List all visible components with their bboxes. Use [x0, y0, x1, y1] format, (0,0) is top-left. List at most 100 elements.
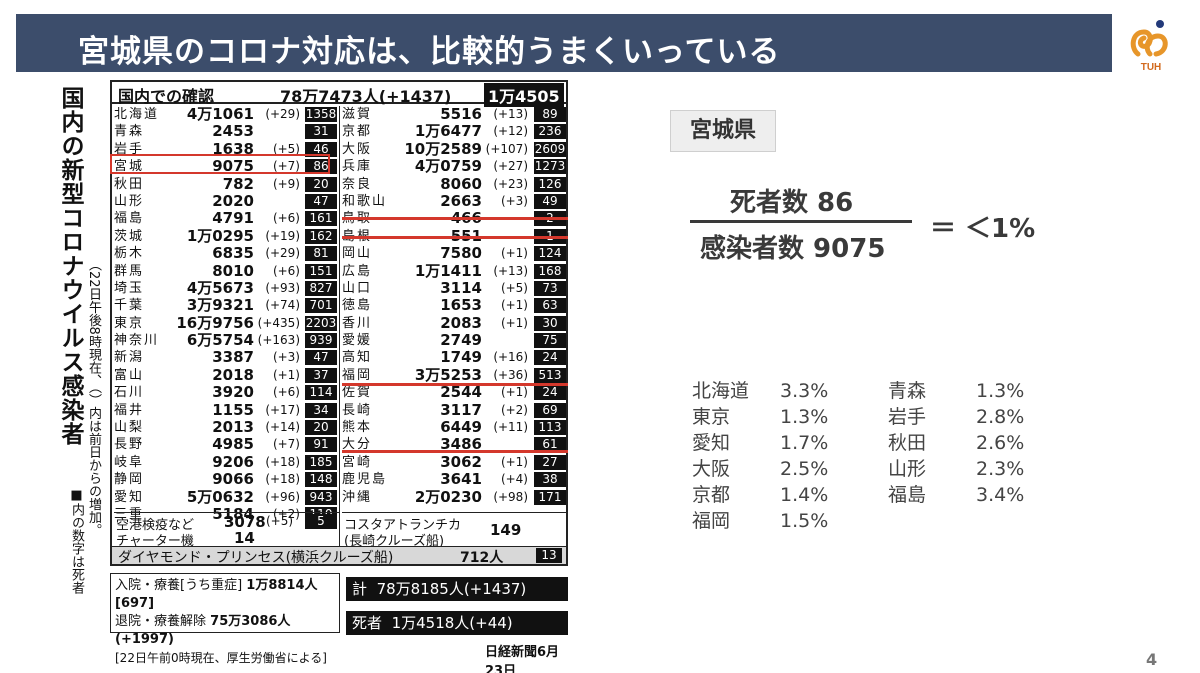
case-increase: (+435) — [257, 315, 300, 330]
death-count: 27 — [534, 454, 566, 470]
case-increase: (+6) — [272, 263, 300, 278]
case-count: 782 — [222, 174, 254, 193]
case-count: 5万0632 — [186, 487, 254, 506]
discharged-label: 退院・療養解除 — [115, 614, 207, 629]
airport-quarantine-row: 空港検疫など 3078 (+5) 5 チャーター機 14 — [114, 512, 340, 549]
death-count: 151 — [305, 263, 337, 279]
prefecture-name: 秋田 — [114, 176, 145, 192]
tuh-logo-mark-icon — [1130, 20, 1168, 57]
death-count: 37 — [305, 367, 337, 383]
case-count: 16万9756 — [176, 313, 254, 332]
case-count: 1653 — [440, 296, 482, 315]
prefecture-row: 富山 2018 (+1) 37 — [114, 365, 339, 384]
case-count: 3117 — [440, 400, 482, 419]
death-count: 2203 — [305, 315, 337, 331]
prefecture-row: 北海道 4万1061 (+29) 1358 — [114, 105, 339, 123]
death-count: 943 — [305, 489, 337, 505]
costa-cases: 149 — [490, 521, 522, 539]
prefecture-name: 広島 — [342, 263, 373, 279]
prefecture-name: 宮城 — [114, 159, 145, 175]
death-count: 171 — [534, 489, 566, 505]
death-count: 24 — [534, 350, 566, 366]
mortality-rate-item: 東京 1.3% — [692, 402, 828, 429]
prefecture-row: 長崎 3117 (+2) 69 — [342, 400, 568, 419]
header-total: 78万7473人(+1437) — [280, 87, 452, 106]
case-count: 2018 — [212, 365, 254, 384]
mortality-rate-item: 大阪 2.5% — [692, 454, 828, 481]
prefecture-row: 山口 3114 (+5) 73 — [342, 279, 568, 297]
miyagi-highlight-box — [110, 154, 330, 174]
case-increase: (+1) — [500, 315, 528, 330]
fraction-line — [690, 220, 912, 223]
rate-value: 2.5% — [780, 458, 829, 480]
case-count: 9075 — [212, 157, 254, 176]
prefecture-name: 新潟 — [114, 350, 145, 366]
rate-value: 3.4% — [976, 484, 1025, 506]
prefecture-name: 大阪 — [342, 141, 373, 157]
death-count: 81 — [305, 246, 337, 262]
prefecture-row: 神奈川 6万5754 (+163) 939 — [114, 331, 339, 349]
prefecture-name: 滋賀 — [342, 107, 373, 122]
prefecture-name: 大分 — [342, 437, 373, 453]
shimane-highlight-line — [342, 236, 568, 239]
case-increase: (+29) — [265, 246, 300, 261]
case-increase: (+13) — [493, 107, 528, 121]
case-count: 6835 — [212, 244, 254, 263]
rate-value: 1.4% — [780, 484, 829, 506]
prefecture-name: 栃木 — [114, 246, 145, 262]
prefecture-name: 静岡 — [114, 472, 145, 488]
rate-prefecture: 大阪 — [692, 458, 731, 480]
prefecture-name: 佐賀 — [342, 385, 373, 401]
death-count: 49 — [534, 193, 566, 209]
mortality-rate-item: 青森 1.3% — [888, 376, 1024, 403]
case-increase: (+107) — [485, 141, 528, 156]
prefecture-name: 三重 — [114, 506, 145, 522]
denominator: 感染者数 9075 — [700, 234, 886, 264]
prefecture-row: 長野 4985 (+7) 91 — [114, 436, 339, 453]
diamond-deaths: 13 — [536, 548, 562, 563]
case-count: 3387 — [212, 348, 254, 367]
saga-highlight-line — [342, 383, 568, 386]
death-count: 47 — [305, 193, 337, 209]
case-count: 2083 — [440, 313, 482, 332]
charter-cases: 14 — [234, 529, 255, 547]
case-increase: (+6) — [272, 211, 300, 226]
case-increase: (+14) — [265, 420, 300, 435]
case-count: 8010 — [212, 261, 254, 280]
mortality-rate-item: 北海道 3.3% — [692, 376, 828, 403]
death-count: 30 — [534, 315, 566, 331]
death-count: 38 — [534, 472, 566, 488]
prefecture-name: 熊本 — [342, 420, 373, 436]
case-count: 4万5673 — [186, 278, 254, 297]
prefecture-name: 岡山 — [342, 246, 373, 262]
case-count: 1749 — [440, 348, 482, 367]
death-count: 34 — [305, 402, 337, 418]
death-count: 63 — [534, 298, 566, 314]
prefecture-name: 千葉 — [114, 298, 145, 314]
prefecture-row: 群馬 8010 (+6) 151 — [114, 261, 339, 280]
prefecture-row: 徳島 1653 (+1) 63 — [342, 296, 568, 315]
mortality-rate-item: 岩手 2.8% — [888, 402, 1024, 429]
rate-prefecture: 秋田 — [888, 432, 927, 454]
clipping-vertical-note: （22日午後8時現在、（）内は前日からの増加。 — [86, 258, 101, 537]
death-count: 20 — [305, 176, 337, 192]
rate-prefecture: 福岡 — [692, 510, 731, 532]
deaths-value: 1万4518人(+44) — [391, 614, 513, 632]
airport-label: 空港検疫など — [116, 518, 195, 533]
case-count: 6449 — [440, 418, 482, 437]
rate-value: 2.8% — [976, 406, 1025, 428]
costa-label: コスタアトランチカ — [344, 518, 462, 533]
case-increase: (+7) — [272, 159, 300, 174]
case-count: 4791 — [212, 209, 254, 228]
total-cases-bar: 計 78万8185人(+1437) — [346, 577, 568, 601]
prefecture-name: 福岡 — [342, 367, 373, 383]
case-count: 2544 — [440, 383, 482, 402]
prefecture-name: 高知 — [342, 350, 373, 366]
prefecture-name: 兵庫 — [342, 159, 373, 175]
case-count: 3641 — [440, 470, 482, 489]
case-increase: (+23) — [493, 176, 528, 191]
case-increase: (+96) — [265, 489, 300, 504]
rate-prefecture: 山形 — [888, 458, 927, 480]
case-count: 2020 — [212, 191, 254, 210]
title-bar: 宮城県のコロナ対応は、比較的うまくいっている — [16, 14, 1112, 72]
